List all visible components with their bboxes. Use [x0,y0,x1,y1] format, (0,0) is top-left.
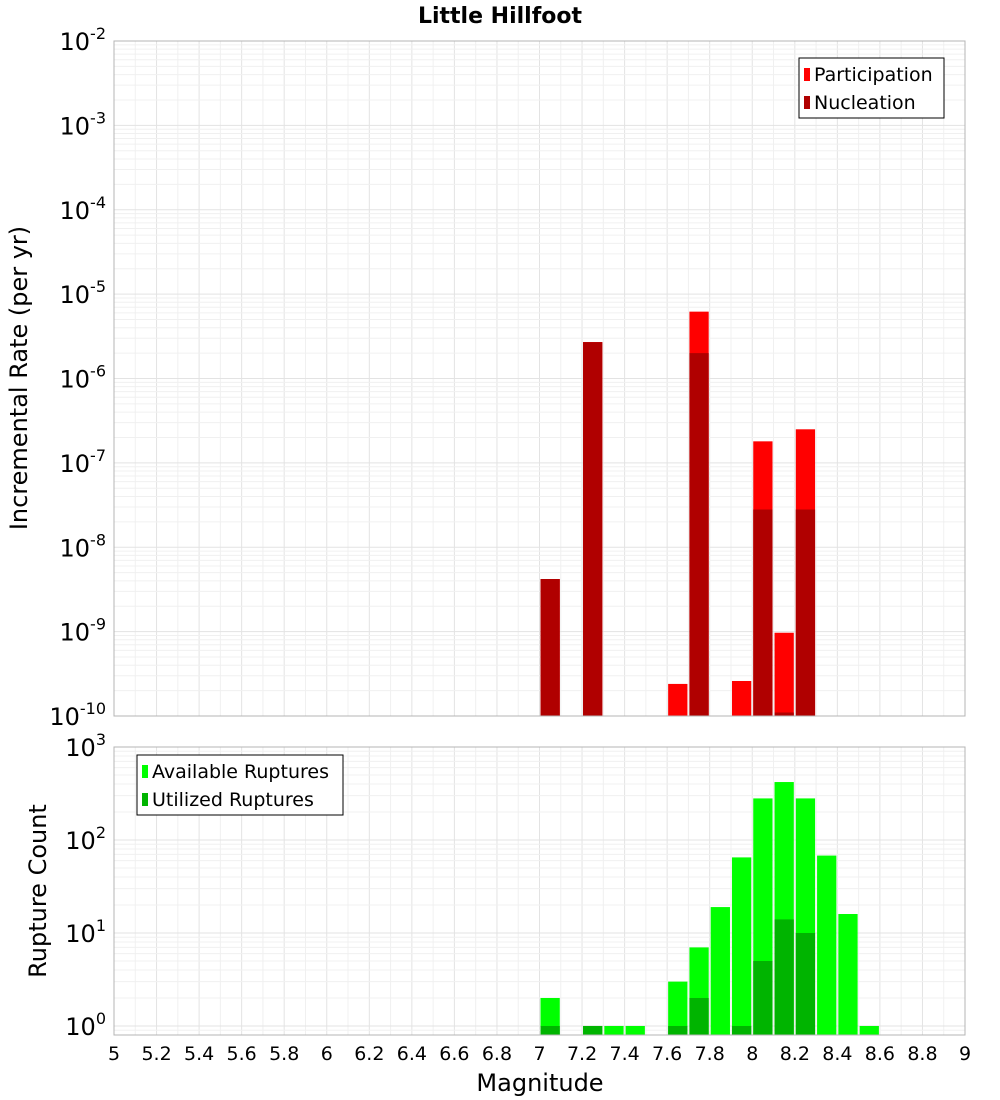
x-tick-label: 5 [108,1043,120,1065]
x-tick-label: 6.4 [397,1043,427,1065]
x-tick-label: 8.8 [907,1043,937,1065]
count-y-tick-label: 102 [65,823,106,855]
x-tick-label: 8.6 [865,1043,895,1065]
rate-grid [113,40,966,717]
x-ticks: 5 5.2 5.4 5.6 5.8 6 6.2 6.4 6.6 6.8 7 7.2 7.4 7.6 7.8 8… [108,1043,971,1065]
x-tick-label: 5.4 [184,1043,214,1065]
count-bar-series-1 [668,1025,688,1035]
rate-bar-series-0 [668,683,688,716]
chart-title: Little Hillfoot [418,4,583,29]
count-bar-series-0 [625,1025,645,1035]
count-plot-frame [113,746,966,1036]
count-legend: Available Ruptures Utilized Ruptures [136,754,344,816]
count-bar-series-0 [604,1025,624,1035]
count-bar-series-0 [859,1025,879,1035]
x-tick-label: 6 [321,1043,333,1065]
rate-y-axis-label: Incremental Rate (per yr) [5,226,33,530]
rate-y-tick-label: 10-3 [60,108,107,140]
rate-bar-series-1 [753,509,773,716]
x-tick-label: 8 [746,1043,758,1065]
rate-legend-swatch [804,68,810,81]
rate-y-tick-label: 10-9 [60,615,107,647]
count-bar-series-0 [817,855,837,1035]
count-bar-series-0 [838,914,858,1035]
rate-y-tick-label: 10-7 [60,446,107,478]
count-bar-series-0 [540,997,560,1035]
rate-bar-series-1 [795,509,816,716]
count-bars [540,782,879,1035]
count-legend-label: Utilized Ruptures [152,789,314,811]
count-bar-series-0 [668,981,688,1035]
count-bar-series-1 [731,1025,752,1035]
count-legend-swatch [142,765,148,778]
x-tick-label: 9 [959,1043,971,1065]
rate-y-tick-label: 10-6 [60,362,107,394]
count-bar-series-1 [753,960,773,1035]
rate-y-tick-label: 10-10 [49,699,106,731]
rate-legend-swatch [804,96,810,109]
x-tick-label: 5.8 [269,1043,299,1065]
rate-bar-series-1 [689,353,709,716]
x-tick-label: 5.2 [141,1043,171,1065]
rate-bar-series-1 [583,342,603,716]
count-bar-series-0 [731,857,752,1035]
x-tick-label: 7.8 [695,1043,725,1065]
count-bar-series-1 [774,919,794,1035]
x-tick-label: 6.8 [482,1043,512,1065]
x-tick-label: 6.2 [354,1043,384,1065]
count-y-ticks: 100 101 102 103 [65,730,106,1041]
count-panel: 100 101 102 103 Rupture Count Available Rup… [24,730,966,1041]
rate-bar-series-1 [774,712,794,716]
count-bar-series-1 [689,997,709,1035]
count-y-axis-label: Rupture Count [24,804,52,978]
rate-y-tick-label: 10-8 [60,530,107,562]
count-y-tick-label: 100 [65,1009,106,1041]
rate-y-tick-label: 10-5 [60,277,107,309]
rate-legend-label: Participation [814,64,933,86]
count-legend-swatch [142,793,148,806]
x-tick-label: 8.2 [780,1043,810,1065]
rate-bar-series-0 [731,680,752,716]
count-bar-series-1 [795,932,816,1035]
count-legend-label: Available Ruptures [152,761,329,783]
x-tick-label: 7 [533,1043,545,1065]
rate-y-tick-label: 10-4 [60,193,107,225]
rate-bar-series-0 [774,632,794,716]
count-y-tick-label: 101 [65,916,106,948]
rate-y-ticks: 10-10 10-9 10-8 10-7 10-6 10-5 10-4 10-3 10-2 [49,24,106,731]
rate-legend-box [798,57,945,119]
x-tick-label: 6.6 [439,1043,469,1065]
x-tick-label: 7.2 [567,1043,597,1065]
count-legend-box [136,754,344,816]
rate-bars [540,311,816,716]
x-tick-label: 5.6 [227,1043,257,1065]
x-axis-label: Magnitude [476,1069,603,1097]
rate-plot-frame [113,40,966,717]
count-bar-series-0 [710,907,730,1035]
rate-legend: Participation Nucleation [798,57,945,119]
count-y-tick-label: 103 [65,730,106,762]
count-bar-series-1 [540,1025,560,1035]
x-tick-label: 7.6 [652,1043,682,1065]
rate-legend-label: Nucleation [814,92,916,114]
rate-panel: 10-10 10-9 10-8 10-7 10-6 10-5 10-4 10-3 10-2 In… [5,24,966,731]
rate-bar-series-1 [540,579,560,716]
rate-y-tick-label: 10-2 [60,24,107,56]
x-tick-label: 8.4 [822,1043,852,1065]
x-tick-label: 7.4 [609,1043,639,1065]
count-bar-series-1 [583,1025,603,1035]
